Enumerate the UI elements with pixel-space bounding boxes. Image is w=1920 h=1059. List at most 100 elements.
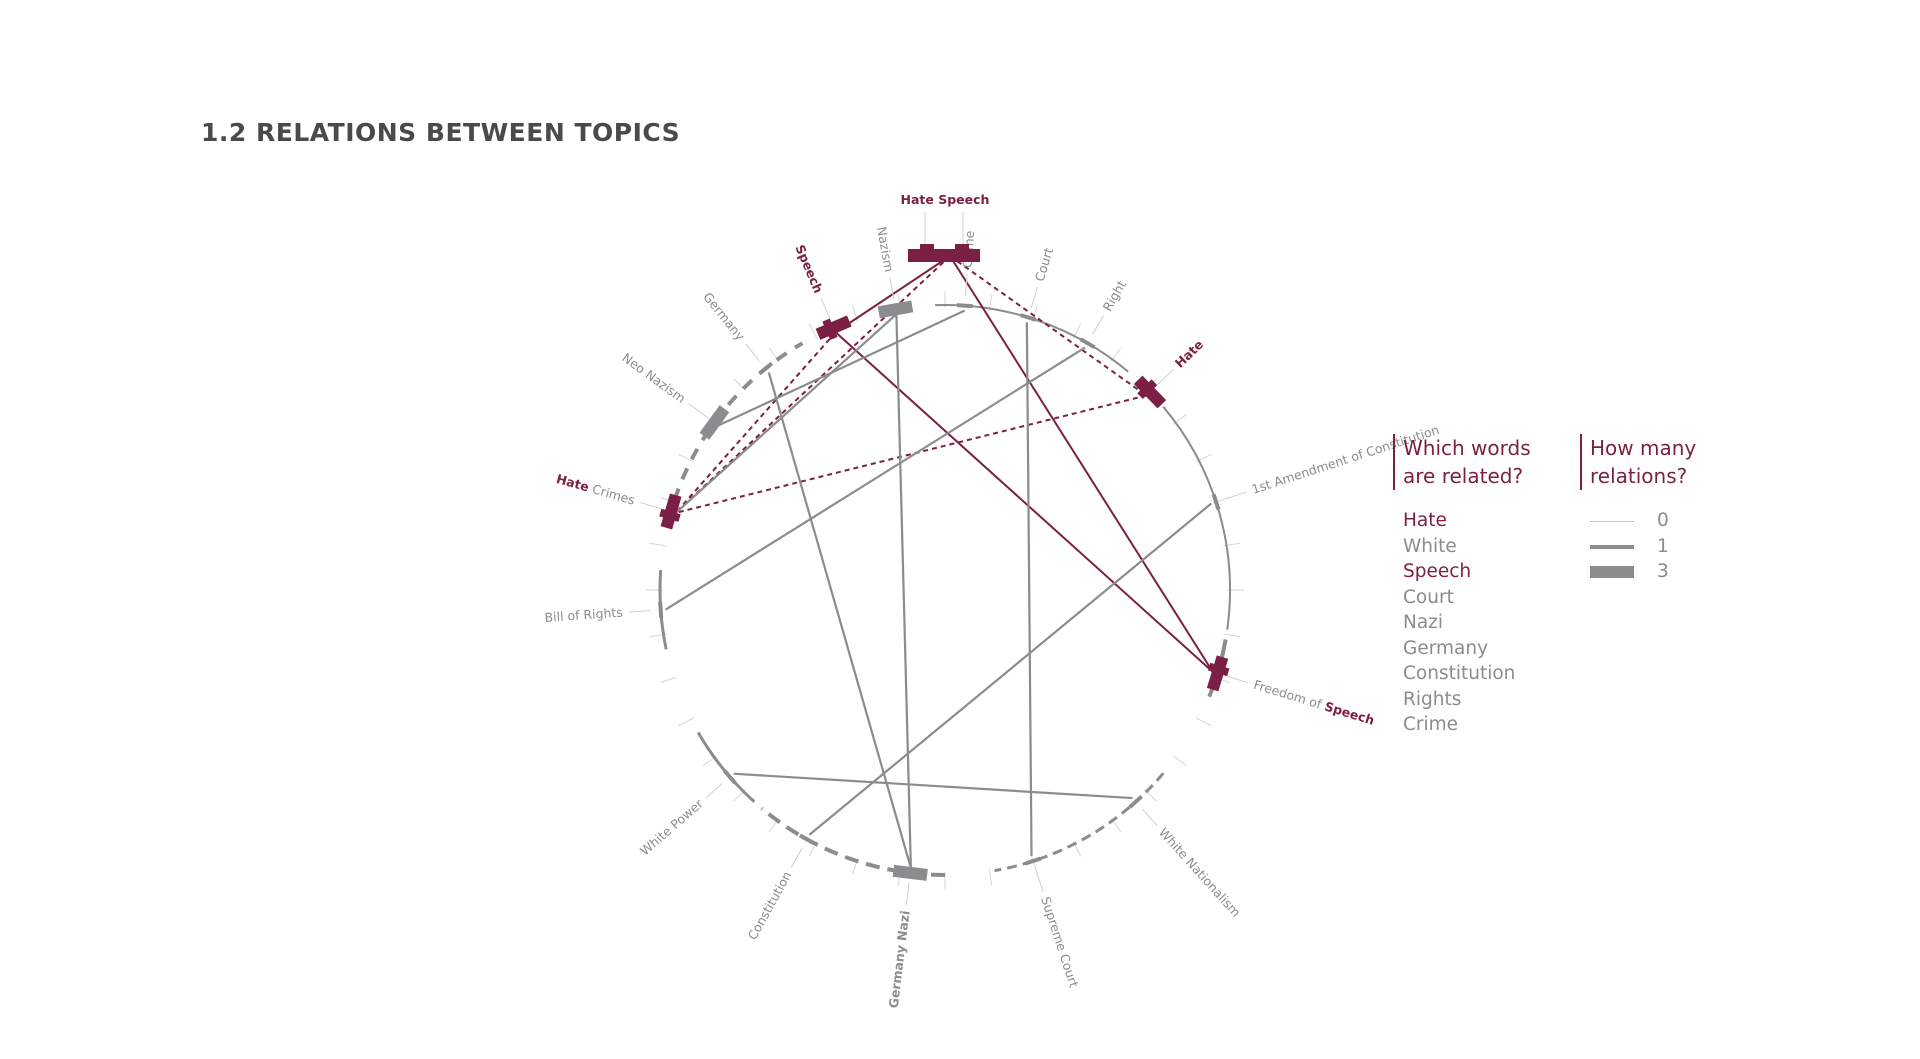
topic-label: Supreme Court [1039,895,1083,990]
relation-line [767,372,912,869]
label-leader [1225,491,1247,500]
page-title: 1.2 RELATIONS BETWEEN TOPICS [201,118,681,147]
topic-label-part: Right [1099,277,1128,313]
topic-label: Court [1031,246,1055,283]
topic-node-nazism: Nazism [875,225,914,319]
label-leader [1035,870,1044,892]
topic-marker [955,244,969,250]
topic-node-neo-nazism: Neo Nazism [620,350,730,440]
legend-word: Constitution [1403,663,1516,684]
topic-label: Hate Speech [901,192,990,207]
ring-tick [1172,755,1188,767]
legend-word: Crime [1403,714,1459,735]
legend-word: Court [1403,586,1454,608]
legend-word: Speech [1403,561,1472,582]
topic-node-hate: Hate [1133,336,1206,409]
relation-line [808,502,1212,836]
topic-label-part: Germany Nazi [885,910,912,1009]
topic-label-part: Bill of Rights [544,604,623,624]
label-leader [688,403,707,418]
topic-label-part: Hate [1171,336,1205,370]
topic-label: Neo Nazism [620,350,689,406]
legend-relations: How many relations? 0 1 3 [1580,434,1696,585]
relation-line [665,346,1086,611]
legend-words: Which words are related? Hate White Spee… [1393,434,1531,738]
ring-tick [988,868,993,886]
topic-marker [1207,662,1230,677]
label-leader [820,298,831,319]
legend-level-1: 1 [1590,534,1696,560]
relation-line [895,314,912,868]
topic-node-hate-crimes: Hate Crimes [555,470,682,530]
label-leader [965,273,968,296]
legend-words-list: Hate White Speech Court Nazi Germany Con… [1393,508,1531,738]
label-leader [628,610,651,613]
topic-marker [723,769,737,785]
relation-line [675,331,837,514]
ring-tick [660,676,677,683]
legend-word: Germany [1403,637,1489,659]
ring-arc [994,772,1165,873]
topic-marker [1211,493,1221,511]
topic-label: Germany [701,289,749,344]
relation-line [733,772,1133,800]
line-weight-thick [1590,566,1634,578]
topic-label: Germany Nazi [885,910,912,1009]
legend-relations-heading: How many relations? [1580,434,1696,490]
topic-node-germany: Germany [701,289,774,376]
topic-marker [659,508,681,522]
topic-label-part: Freedom of [1252,676,1327,712]
topic-label-part: White Power [637,795,706,858]
topic-label-part: Crimes [587,480,637,508]
topic-label: Nazism [875,225,898,273]
topic-node-germany-nazi: Germany Nazi [885,864,928,1009]
topic-label: White Nationalism [1156,824,1244,919]
topic-marker [1024,856,1042,866]
topic-label-part: Neo Nazism [620,350,689,406]
label-leader [1092,315,1104,335]
legend-word: White [1403,535,1457,557]
legend-level-label: 3 [1657,561,1669,582]
topic-label-part: Speech [1323,698,1376,727]
topic-label: Speech [793,242,827,295]
legend-level-label: 0 [1657,510,1669,531]
label-leader [1030,286,1039,309]
topic-marker [658,601,664,619]
legend-level-label: 1 [1657,535,1669,557]
ring-arc [760,806,946,877]
topic-marker [1128,794,1143,809]
ring-tick [808,323,818,339]
relation-line [949,255,1147,397]
topic-label: Freedom of Speech [1252,676,1376,727]
legend-word: Hate [1403,510,1447,531]
legend-level-0: 0 [1590,508,1696,534]
topic-node-supreme-court: Supreme Court [1024,856,1083,990]
ring-tick [678,453,694,463]
topic-marker [908,249,980,262]
topic-label-part: Speech [793,242,827,295]
topic-label-part: Constitution [744,868,794,942]
topic-label-part: White Nationalism [1156,824,1244,919]
topic-marker [1079,337,1096,349]
label-leader [790,847,803,868]
topic-node-hate-speech: Hate Speech [901,192,990,262]
topic-node-constitution: Constitution [744,833,815,942]
legend-word: Nazi [1403,612,1444,633]
relation-line [675,313,898,514]
legend-words-heading: Which words are related? [1393,434,1531,490]
topic-label: Hate Crimes [555,470,637,507]
topic-label: Hate [1171,336,1205,370]
relation-line [834,331,1214,673]
label-leader [1226,675,1249,684]
relation-line [1025,322,1033,857]
label-leader [905,882,910,905]
ring-tick [1196,717,1212,727]
ring-tick [678,717,694,727]
topic-label-part: Nazism [875,225,898,273]
topic-label: Constitution [744,868,794,942]
legend-relations-list: 0 1 3 [1580,508,1696,585]
topic-label-part: Court [1031,246,1055,283]
ring-arc [1162,406,1231,630]
